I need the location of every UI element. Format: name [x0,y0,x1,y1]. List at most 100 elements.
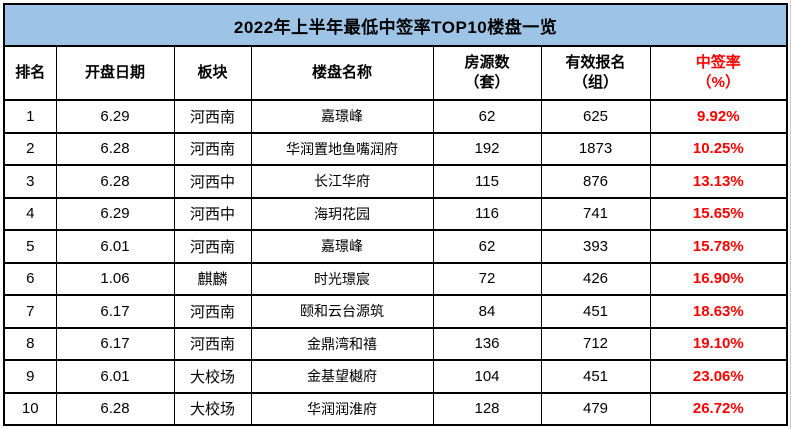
cell-registrations: 393 [540,229,651,264]
cell-property-name: 嘉璟峰 [250,99,434,134]
table-row: 10 6.28 大校场 华润润淮府 128 479 26.72% [3,391,788,426]
cell-registrations: 451 [540,294,651,329]
cell-area: 大校场 [173,359,252,394]
cell-area: 河西南 [173,294,252,329]
cell-rank: 1 [3,99,57,134]
header-row: 排名 开盘日期 板块 楼盘名称 房源数 （套） 有效报名 （组） [3,45,788,101]
cell-open-date: 6.01 [55,359,175,394]
col-header-rate-label: 中签率 [695,53,741,71]
cell-open-date: 6.01 [55,229,175,264]
cell-registrations: 1873 [540,131,651,166]
cell-property-name: 华润置地鱼嘴润府 [250,131,434,166]
cell-rank: 3 [3,164,57,199]
cell-registrations: 741 [540,196,651,231]
cell-units: 62 [432,229,542,264]
cell-rate: 23.06% [649,359,788,394]
cell-property-name: 华润润淮府 [250,391,434,426]
cell-rate: 26.72% [649,391,788,426]
cell-area: 河西中 [173,164,252,199]
col-header-registrations: 有效报名 （组） [540,45,651,101]
cell-area: 河西南 [173,99,252,134]
cell-rank: 5 [3,229,57,264]
cell-open-date: 6.29 [55,99,175,134]
col-header-registrations-sublabel: （组） [572,74,618,91]
cell-rank: 7 [3,294,57,329]
title-row: 2022年上半年最低中签率TOP10楼盘一览 [3,3,788,47]
table-row: 9 6.01 大校场 金基望樾府 104 451 23.06% [3,359,788,394]
table-row: 5 6.01 河西南 嘉璟峰 62 393 15.78% [3,229,788,264]
cell-rank: 4 [3,196,57,231]
cell-area: 河西南 [173,326,252,361]
cell-rate: 10.25% [649,131,788,166]
cell-property-name: 海玥花园 [250,196,434,231]
table-row: 8 6.17 河西南 金鼎湾和禧 136 712 19.10% [3,326,788,361]
cell-area: 河西南 [173,131,252,166]
col-header-open-date-label: 开盘日期 [84,63,145,81]
cell-property-name: 金基望樾府 [250,359,434,394]
col-header-registrations-label: 有效报名 [565,53,626,71]
cell-area: 大校场 [173,391,252,426]
cell-open-date: 6.28 [55,391,175,426]
table-row: 6 1.06 麒麟 时光璟宸 72 426 16.90% [3,261,788,296]
col-header-rate-sublabel: （%） [696,74,740,91]
cell-open-date: 6.17 [55,326,175,361]
col-header-property-name: 楼盘名称 [250,45,434,101]
cell-rate: 13.13% [649,164,788,199]
cell-area: 河西南 [173,229,252,264]
cell-area: 河西中 [173,196,252,231]
cell-property-name: 长江华府 [250,164,434,199]
table-row: 3 6.28 河西中 长江华府 115 876 13.13% [3,164,788,199]
cell-units: 104 [432,359,542,394]
col-header-area: 板块 [173,45,252,101]
cell-property-name: 金鼎湾和禧 [250,326,434,361]
cell-registrations: 712 [540,326,651,361]
cell-rate: 19.10% [649,326,788,361]
cell-registrations: 876 [540,164,651,199]
cell-open-date: 6.29 [55,196,175,231]
cell-property-name: 时光璟宸 [250,261,434,296]
cell-rate: 9.92% [649,99,788,134]
cell-rate: 18.63% [649,294,788,329]
cell-property-name: 嘉璟峰 [250,229,434,264]
cell-registrations: 426 [540,261,651,296]
col-header-rank-label: 排名 [15,63,46,81]
cell-rate: 15.65% [649,196,788,231]
cell-units: 136 [432,326,542,361]
col-header-rank: 排名 [3,45,57,101]
cell-open-date: 1.06 [55,261,175,296]
cell-open-date: 6.17 [55,294,175,329]
cell-registrations: 479 [540,391,651,426]
cell-rate: 15.78% [649,229,788,264]
cell-registrations: 625 [540,99,651,134]
cell-units: 115 [432,164,542,199]
cell-units: 116 [432,196,542,231]
cell-rank: 9 [3,359,57,394]
table-row: 1 6.29 河西南 嘉璟峰 62 625 9.92% [3,99,788,134]
col-header-rate: 中签率 （%） [649,45,788,101]
cell-open-date: 6.28 [55,164,175,199]
cell-rank: 2 [3,131,57,166]
table-title: 2022年上半年最低中签率TOP10楼盘一览 [3,3,788,47]
col-header-units-label: 房源数 [464,53,510,71]
cell-rate: 16.90% [649,261,788,296]
cell-rank: 6 [3,261,57,296]
cell-open-date: 6.28 [55,131,175,166]
cell-registrations: 451 [540,359,651,394]
cell-rank: 10 [3,391,57,426]
cell-units: 128 [432,391,542,426]
cell-area: 麒麟 [173,261,252,296]
table-row: 4 6.29 河西中 海玥花园 116 741 15.65% [3,196,788,231]
col-header-units-sublabel: （套） [464,74,510,91]
col-header-property-name-label: 楼盘名称 [311,63,372,81]
cell-units: 72 [432,261,542,296]
cell-rank: 8 [3,326,57,361]
cell-property-name: 颐和云台源筑 [250,294,434,329]
col-header-units: 房源数 （套） [432,45,542,101]
cell-units: 192 [432,131,542,166]
col-header-open-date: 开盘日期 [55,45,175,101]
top10-lottery-rate-table: 2022年上半年最低中签率TOP10楼盘一览 排名 开盘日期 板块 楼盘名称 房… [3,3,789,426]
table-row: 7 6.17 河西南 颐和云台源筑 84 451 18.63% [3,294,788,329]
table-row: 2 6.28 河西南 华润置地鱼嘴润府 192 1873 10.25% [3,131,788,166]
cell-units: 84 [432,294,542,329]
